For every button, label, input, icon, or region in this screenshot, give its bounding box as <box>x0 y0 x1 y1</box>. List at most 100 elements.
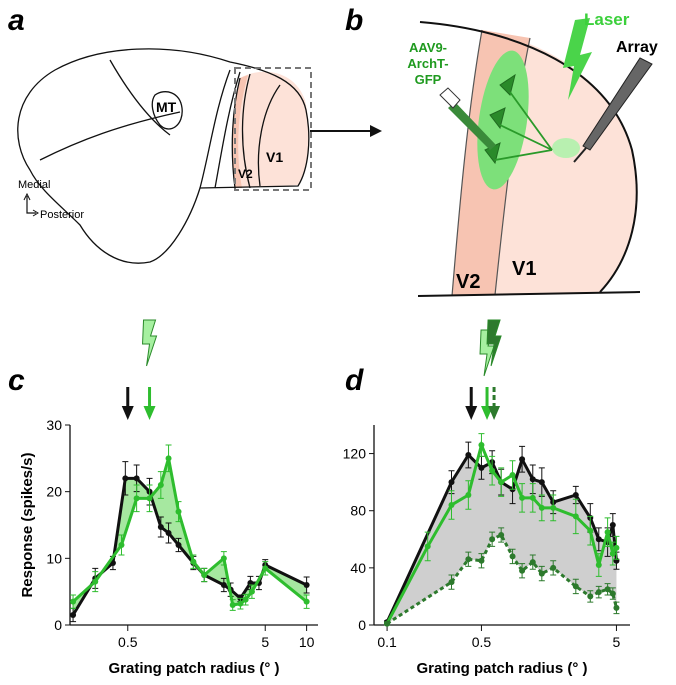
data-point <box>465 492 472 498</box>
series-line <box>386 533 618 625</box>
size-marker <box>488 387 501 420</box>
marker-head <box>465 406 478 420</box>
orientation-axes <box>26 196 36 214</box>
cortex-diagram <box>417 18 653 297</box>
area-label: V2 <box>456 271 480 293</box>
size-marker <box>481 387 494 420</box>
data-point <box>175 508 182 515</box>
data-point <box>478 557 485 564</box>
data-point <box>609 550 616 557</box>
data-point <box>242 596 249 603</box>
data-point <box>538 479 545 486</box>
data-point <box>220 555 227 562</box>
data-point <box>587 527 594 534</box>
orientation-arrows <box>23 192 39 217</box>
series-line <box>72 457 308 607</box>
data-point <box>595 536 602 543</box>
data-point <box>146 495 153 502</box>
data-point <box>201 572 208 578</box>
data-point <box>478 442 485 448</box>
data-point <box>262 565 269 572</box>
y-axis-label: Response (spikes/s) <box>19 452 36 597</box>
data-point <box>220 582 227 588</box>
injection-label: AAV9- <box>409 40 447 55</box>
axis-label: Medial <box>18 179 50 191</box>
data-point <box>133 495 140 502</box>
data-point <box>175 542 182 548</box>
data-point <box>190 558 197 565</box>
data-point <box>118 542 125 548</box>
data-point <box>122 475 129 482</box>
data-point <box>519 456 526 463</box>
x-tick-label: 0.1 <box>377 634 397 650</box>
y-tick-label: 80 <box>350 503 366 519</box>
data-point <box>587 593 594 600</box>
brain-diagram <box>17 48 310 264</box>
data-point <box>604 586 611 593</box>
data-point <box>613 604 620 611</box>
data-point <box>550 504 557 511</box>
data-point <box>70 598 77 605</box>
x-tick-label: 5 <box>261 634 269 650</box>
injection-label: GFP <box>415 72 442 87</box>
data-point <box>609 590 616 597</box>
data-point <box>595 562 602 568</box>
data-point <box>70 612 77 618</box>
y-tick-label: 30 <box>46 417 62 433</box>
data-point <box>303 598 310 605</box>
data-point <box>509 553 516 560</box>
data-point <box>498 532 505 538</box>
laser-icon <box>142 319 158 367</box>
axis-label: Posterior <box>40 209 84 221</box>
marker-head <box>488 406 501 420</box>
y-tick-label: 40 <box>350 560 366 576</box>
data-point <box>237 600 244 607</box>
x-tick-label: 5 <box>613 634 621 650</box>
panel-label: a <box>8 4 25 37</box>
data-point <box>448 502 455 508</box>
area-label: V2 <box>238 167 253 181</box>
area-label: V1 <box>512 258 536 280</box>
y-tick-label: 0 <box>358 617 366 633</box>
data-point <box>519 494 526 501</box>
data-point <box>165 455 172 462</box>
data-point <box>519 567 526 574</box>
zoom-box <box>234 67 312 191</box>
data-point <box>572 513 579 520</box>
data-point <box>465 452 472 458</box>
shaded-area <box>387 455 617 624</box>
data-point <box>572 492 579 498</box>
size-marker <box>465 387 478 420</box>
array-label: Array <box>616 39 658 56</box>
size-marker <box>143 387 156 420</box>
area-label: MT <box>156 99 177 115</box>
panel-label: b <box>345 4 363 37</box>
data-point <box>529 476 536 483</box>
y-tick-label: 120 <box>343 446 367 462</box>
marker-head <box>143 406 156 420</box>
shaded-area <box>73 458 307 615</box>
data-point <box>604 529 611 536</box>
x-tick-label: 0.5 <box>472 634 492 650</box>
data-point <box>133 475 140 482</box>
data-point <box>613 544 620 551</box>
data-point <box>448 579 455 586</box>
data-point <box>157 482 164 488</box>
data-point <box>609 522 616 528</box>
y-tick-label: 10 <box>46 550 62 566</box>
data-point <box>248 588 255 595</box>
data-point <box>92 578 99 585</box>
x-axis-label: Grating patch radius (° ) <box>416 660 587 677</box>
data-point <box>509 472 516 478</box>
laser-label: Laser <box>584 10 630 29</box>
data-point <box>424 543 431 550</box>
series-line <box>385 440 618 625</box>
panel-label: d <box>345 364 364 397</box>
area-label: V1 <box>266 149 283 165</box>
arrow-head <box>370 125 382 137</box>
y-tick-label: 0 <box>54 617 62 633</box>
x-axis-label: Grating patch radius (° ) <box>108 660 279 677</box>
data-point <box>465 556 472 563</box>
